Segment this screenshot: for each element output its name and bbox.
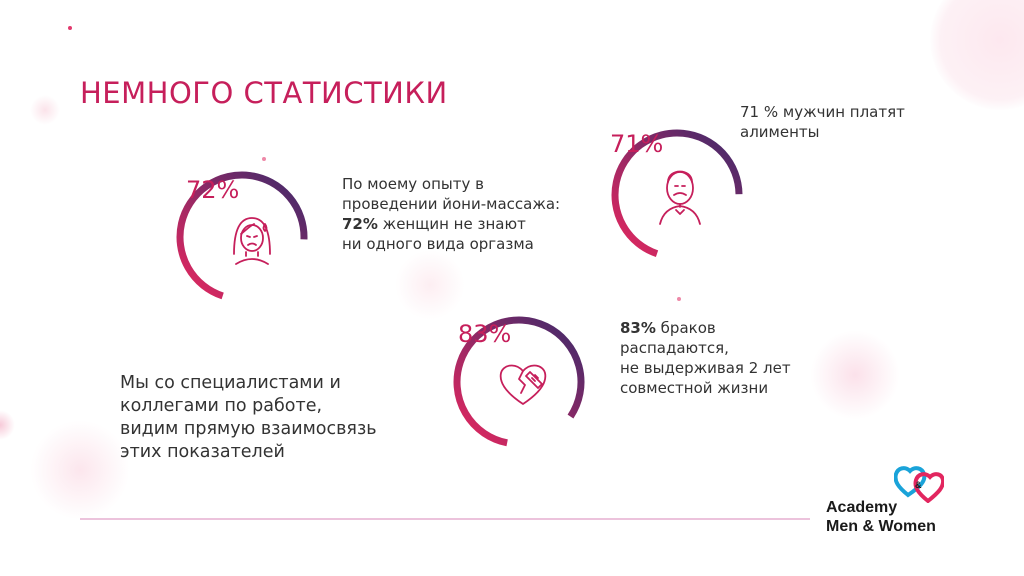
text-line: ни одного вида оргазма	[342, 235, 534, 253]
bold-figure: 83%	[620, 319, 656, 337]
decorative-dot	[68, 26, 72, 30]
stat-description-71: 71 % мужчин платят алименты	[740, 102, 905, 142]
stat-ring-71	[611, 129, 743, 258]
stat-percent-72: 72%	[186, 176, 240, 204]
text-line: По моему опыту в	[342, 175, 484, 193]
logo-text-line1: Academy	[826, 499, 898, 516]
text-line: 71 % мужчин платят	[740, 103, 905, 121]
decorative-dot	[677, 297, 681, 301]
stat-ring-arc	[453, 316, 585, 447]
bold-figure: 72%	[342, 215, 378, 233]
text-line: этих показателей	[120, 442, 285, 462]
stat-ring-arc	[176, 171, 308, 300]
text-line: 72% женщин не знают	[342, 214, 560, 234]
text-line: видим прямую взаимосвязь	[120, 419, 377, 439]
text-line: алименты	[740, 123, 820, 141]
stat-ring-arc	[611, 129, 743, 258]
text-line: проведении йони-массажа:	[342, 195, 561, 213]
text-line: распадаются,	[620, 339, 729, 357]
text-line: 83% браков	[620, 318, 791, 338]
sad-woman-icon	[233, 217, 271, 265]
text-fragment: женщин не знают	[377, 215, 526, 233]
text-line: совместной жизни	[620, 379, 769, 397]
stat-description-83: 83% браков распадаются, не выдерживая 2 …	[620, 318, 791, 398]
stat-percent-83: 83%	[458, 320, 512, 348]
broken-heart-icon	[499, 364, 547, 405]
decorative-dot	[262, 157, 266, 161]
text-line: коллегами по работе,	[120, 396, 323, 416]
text-fragment: браков	[655, 319, 716, 337]
slide-title: НЕМНОГО СТАТИСТИКИ	[80, 76, 448, 110]
background-blob	[395, 250, 465, 320]
svg-text:&: &	[915, 480, 922, 490]
logo-text-line2: Men & Women	[826, 518, 936, 535]
background-blob	[30, 95, 60, 125]
stat-ring-72	[176, 171, 308, 300]
man-with-mustache-icon	[659, 170, 701, 225]
brand-logo: & Academy Men & Women	[826, 465, 956, 545]
background-blob	[30, 420, 130, 520]
background-blob	[930, 0, 1024, 110]
stat-percent-71: 71%	[610, 130, 664, 158]
background-blob	[0, 410, 15, 440]
stat-description-72: По моему опыту в проведении йони-массажа…	[342, 174, 560, 254]
text-line: не выдерживая 2 лет	[620, 359, 791, 377]
stat-ring-83	[453, 316, 585, 447]
summary-text: Мы со специалистами и коллегами по работ…	[120, 372, 377, 464]
text-line: Мы со специалистами и	[120, 373, 341, 393]
two-hearts-logo-icon: &	[894, 466, 944, 503]
footer-divider	[80, 518, 810, 520]
background-blob	[810, 330, 900, 420]
